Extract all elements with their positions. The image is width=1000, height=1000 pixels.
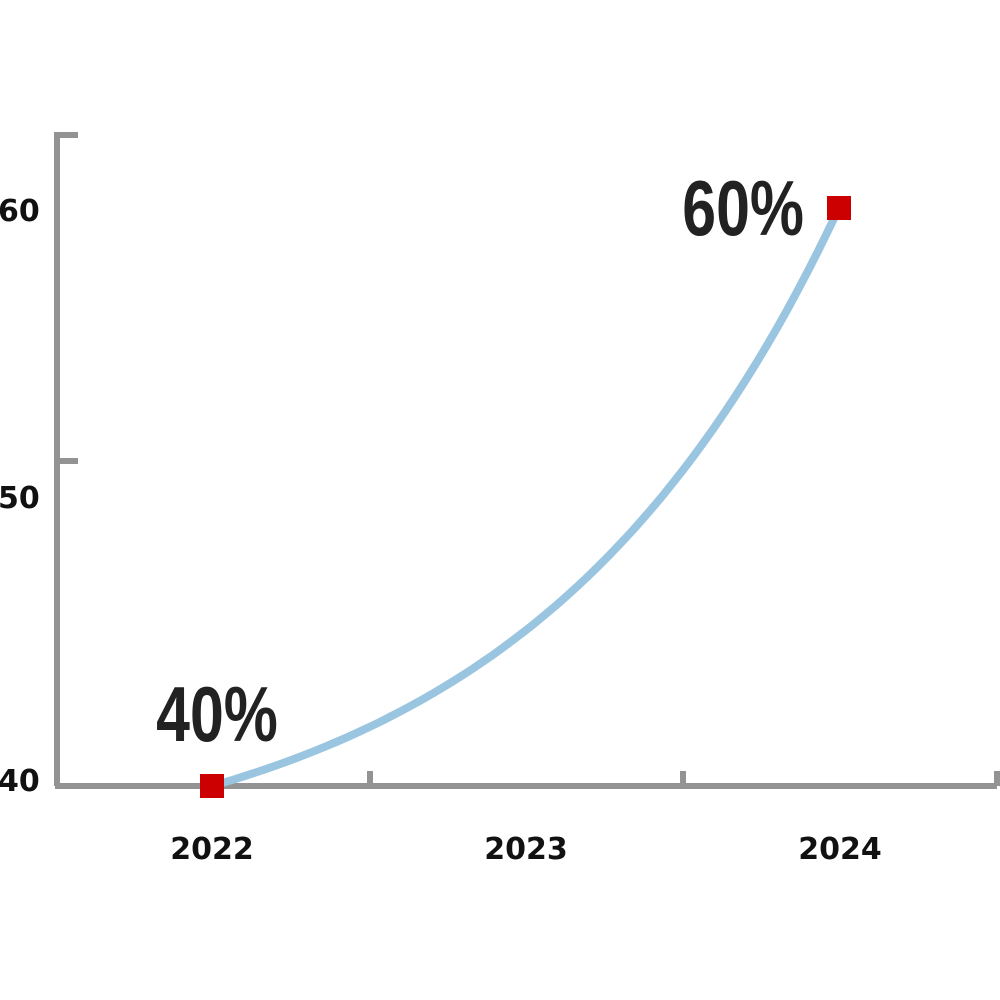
- x-tick-label: 2022: [170, 832, 254, 867]
- y-tick-label: 50: [0, 481, 40, 516]
- data-label: 60%: [682, 165, 804, 252]
- data-point-marker: [827, 196, 851, 220]
- series-line: [208, 204, 843, 790]
- data-label: 40%: [156, 671, 278, 758]
- y-tick-label: 40: [0, 764, 40, 799]
- data-point-marker: [200, 774, 224, 798]
- x-tick-label: 2023: [484, 832, 568, 867]
- x-tick-label: 2024: [798, 832, 882, 867]
- y-tick-label: 60: [0, 194, 40, 229]
- y-axis-line: [54, 132, 78, 786]
